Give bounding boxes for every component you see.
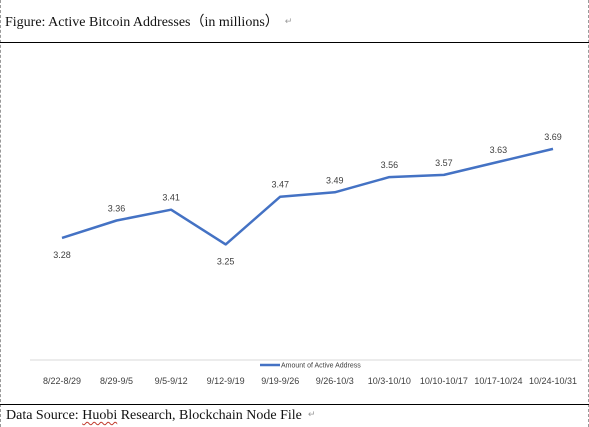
line-chart: 3.28 3.36 3.41 3.25 3.47 3.49 3.56 3.57 3.63 3.69…: [30, 132, 582, 386]
data-label: 3.56: [381, 160, 399, 170]
x-tick-labels: 8/22-8/29 8/29-9/5 9/5-9/12 9/12-9/19 9/19-9…: [43, 376, 577, 386]
figure-bottom-rule: [0, 404, 589, 405]
source-prefix: Data Source:: [6, 408, 83, 423]
data-points: [61, 148, 554, 245]
data-labels: 3.28 3.36 3.41 3.25 3.47 3.49 3.56 3.57 3.63 3.69: [53, 132, 562, 267]
data-source-note: Data Source: Huobi Research, Blockchain …: [6, 408, 315, 424]
x-tick-label: 9/12-9/19: [207, 376, 245, 386]
x-tick-label: 10/10-10/17: [420, 376, 468, 386]
x-tick-label: 10/3-10/10: [368, 376, 411, 386]
x-tick-label: 9/5-9/12: [155, 376, 188, 386]
figure-caption-text: Figure: Active Bitcoin Addresses（in mill…: [5, 15, 279, 30]
series-line: [61, 147, 554, 246]
source-org: Huobi: [82, 408, 118, 423]
x-tick-label: 8/22-8/29: [43, 376, 81, 386]
legend: Amount of Active Address: [260, 363, 361, 370]
data-label: 3.41: [162, 193, 180, 203]
data-label: 3.49: [326, 175, 344, 185]
source-suffix: Research, Blockchain Node File: [117, 408, 302, 423]
data-label: 3.57: [435, 158, 453, 168]
data-label: 3.36: [108, 204, 126, 214]
x-tick-label: 10/24-10/31: [529, 376, 577, 386]
x-tick-label: 9/19-9/26: [261, 376, 299, 386]
data-label: 3.47: [271, 180, 289, 190]
legend-label: Amount of Active Address: [281, 363, 361, 370]
return-mark-icon: ↵: [307, 410, 316, 420]
figure-caption: Figure: Active Bitcoin Addresses（in mill…: [5, 11, 292, 31]
return-mark-icon: ↵: [284, 17, 293, 27]
x-tick-label: 9/26-10/3: [316, 376, 354, 386]
figure-top-rule: [0, 42, 589, 43]
x-tick-label: 10/17-10/24: [474, 376, 522, 386]
x-tick-label: 8/29-9/5: [100, 376, 133, 386]
data-label: 3.63: [490, 145, 508, 155]
data-label: 3.28: [53, 250, 71, 260]
data-label: 3.25: [217, 256, 235, 266]
data-label: 3.69: [544, 132, 562, 142]
